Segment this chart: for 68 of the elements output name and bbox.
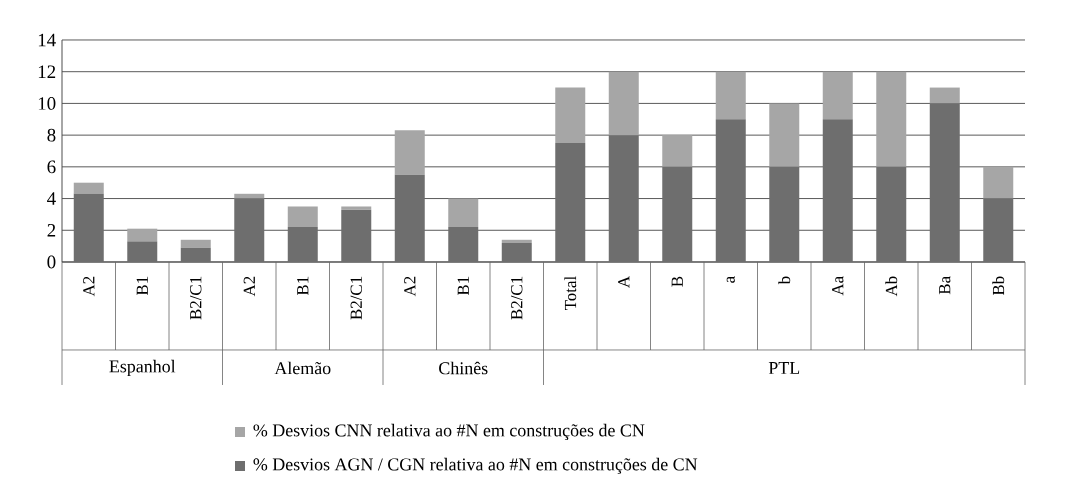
y-tick-label: 12 [38, 65, 56, 78]
bar [180, 247, 211, 262]
x-tick-label: Total [564, 276, 577, 311]
legend-label: % Desvios CNN relativa ao #N em construções de CN [253, 423, 645, 441]
bar [715, 119, 746, 262]
x-tick-label: B2/C1 [190, 276, 202, 320]
x-tick-label: B1 [297, 276, 309, 296]
bar [662, 135, 693, 167]
y-tick-label: 2 [47, 224, 56, 237]
y-tick-label: 4 [47, 192, 56, 205]
x-tick-label: A2 [404, 276, 416, 297]
bar [876, 166, 907, 262]
bar [501, 242, 532, 262]
bar [501, 239, 532, 243]
x-tick-label: a [726, 276, 735, 283]
legend-label: % Desvios AGN / CGN relativa ao #N em construções de CN [253, 457, 698, 475]
bar [448, 198, 479, 228]
text: Alemão [274, 361, 331, 375]
bar [73, 193, 104, 262]
bar [822, 71, 853, 120]
text: PTL [768, 362, 800, 374]
bar [983, 166, 1014, 199]
bar [608, 135, 639, 262]
y-tick-label: 0 [47, 255, 56, 269]
x-tick-label: B2/C1 [350, 276, 362, 320]
bar [287, 206, 318, 228]
bar [769, 166, 800, 262]
bar [341, 206, 372, 210]
x-tick-label: B2/C1 [511, 276, 523, 320]
bar [555, 87, 586, 144]
bar [662, 166, 693, 262]
x-tick-label: Aa [832, 276, 844, 296]
bar [234, 193, 265, 199]
x-tick-label: B [671, 276, 683, 287]
bar [929, 87, 960, 104]
x-tick-label: B1 [136, 276, 148, 296]
text: Chinês [439, 361, 488, 375]
bar [983, 198, 1014, 262]
bar [822, 119, 853, 262]
x-tick-label: b [778, 276, 791, 285]
bar [341, 209, 372, 262]
x-tick-label: Bb [992, 276, 1005, 296]
bar [127, 228, 158, 242]
bar [394, 130, 425, 175]
x-tick-label: A [618, 275, 630, 288]
text: Espanhol [109, 359, 176, 377]
bar [769, 103, 800, 167]
bar [180, 239, 211, 248]
bar [234, 198, 265, 262]
y-tick-label: 14 [38, 33, 56, 47]
bar [394, 174, 425, 262]
x-tick-label: Ab [885, 276, 898, 297]
x-tick-label: A2 [83, 276, 95, 297]
y-tick-label: 6 [47, 160, 56, 174]
y-tick-label: 8 [47, 128, 56, 142]
bar [608, 71, 639, 136]
bar [73, 182, 104, 194]
bar [555, 143, 586, 262]
bar [287, 227, 318, 262]
y-tick-label: 10 [38, 97, 56, 110]
bar [448, 227, 479, 262]
bar [127, 241, 158, 262]
x-tick-label: A2 [243, 276, 255, 297]
x-tick-label: B1 [457, 276, 469, 296]
bar [929, 103, 960, 262]
x-tick-label: Ba [939, 276, 951, 295]
bar [715, 71, 746, 120]
bar [876, 71, 907, 167]
